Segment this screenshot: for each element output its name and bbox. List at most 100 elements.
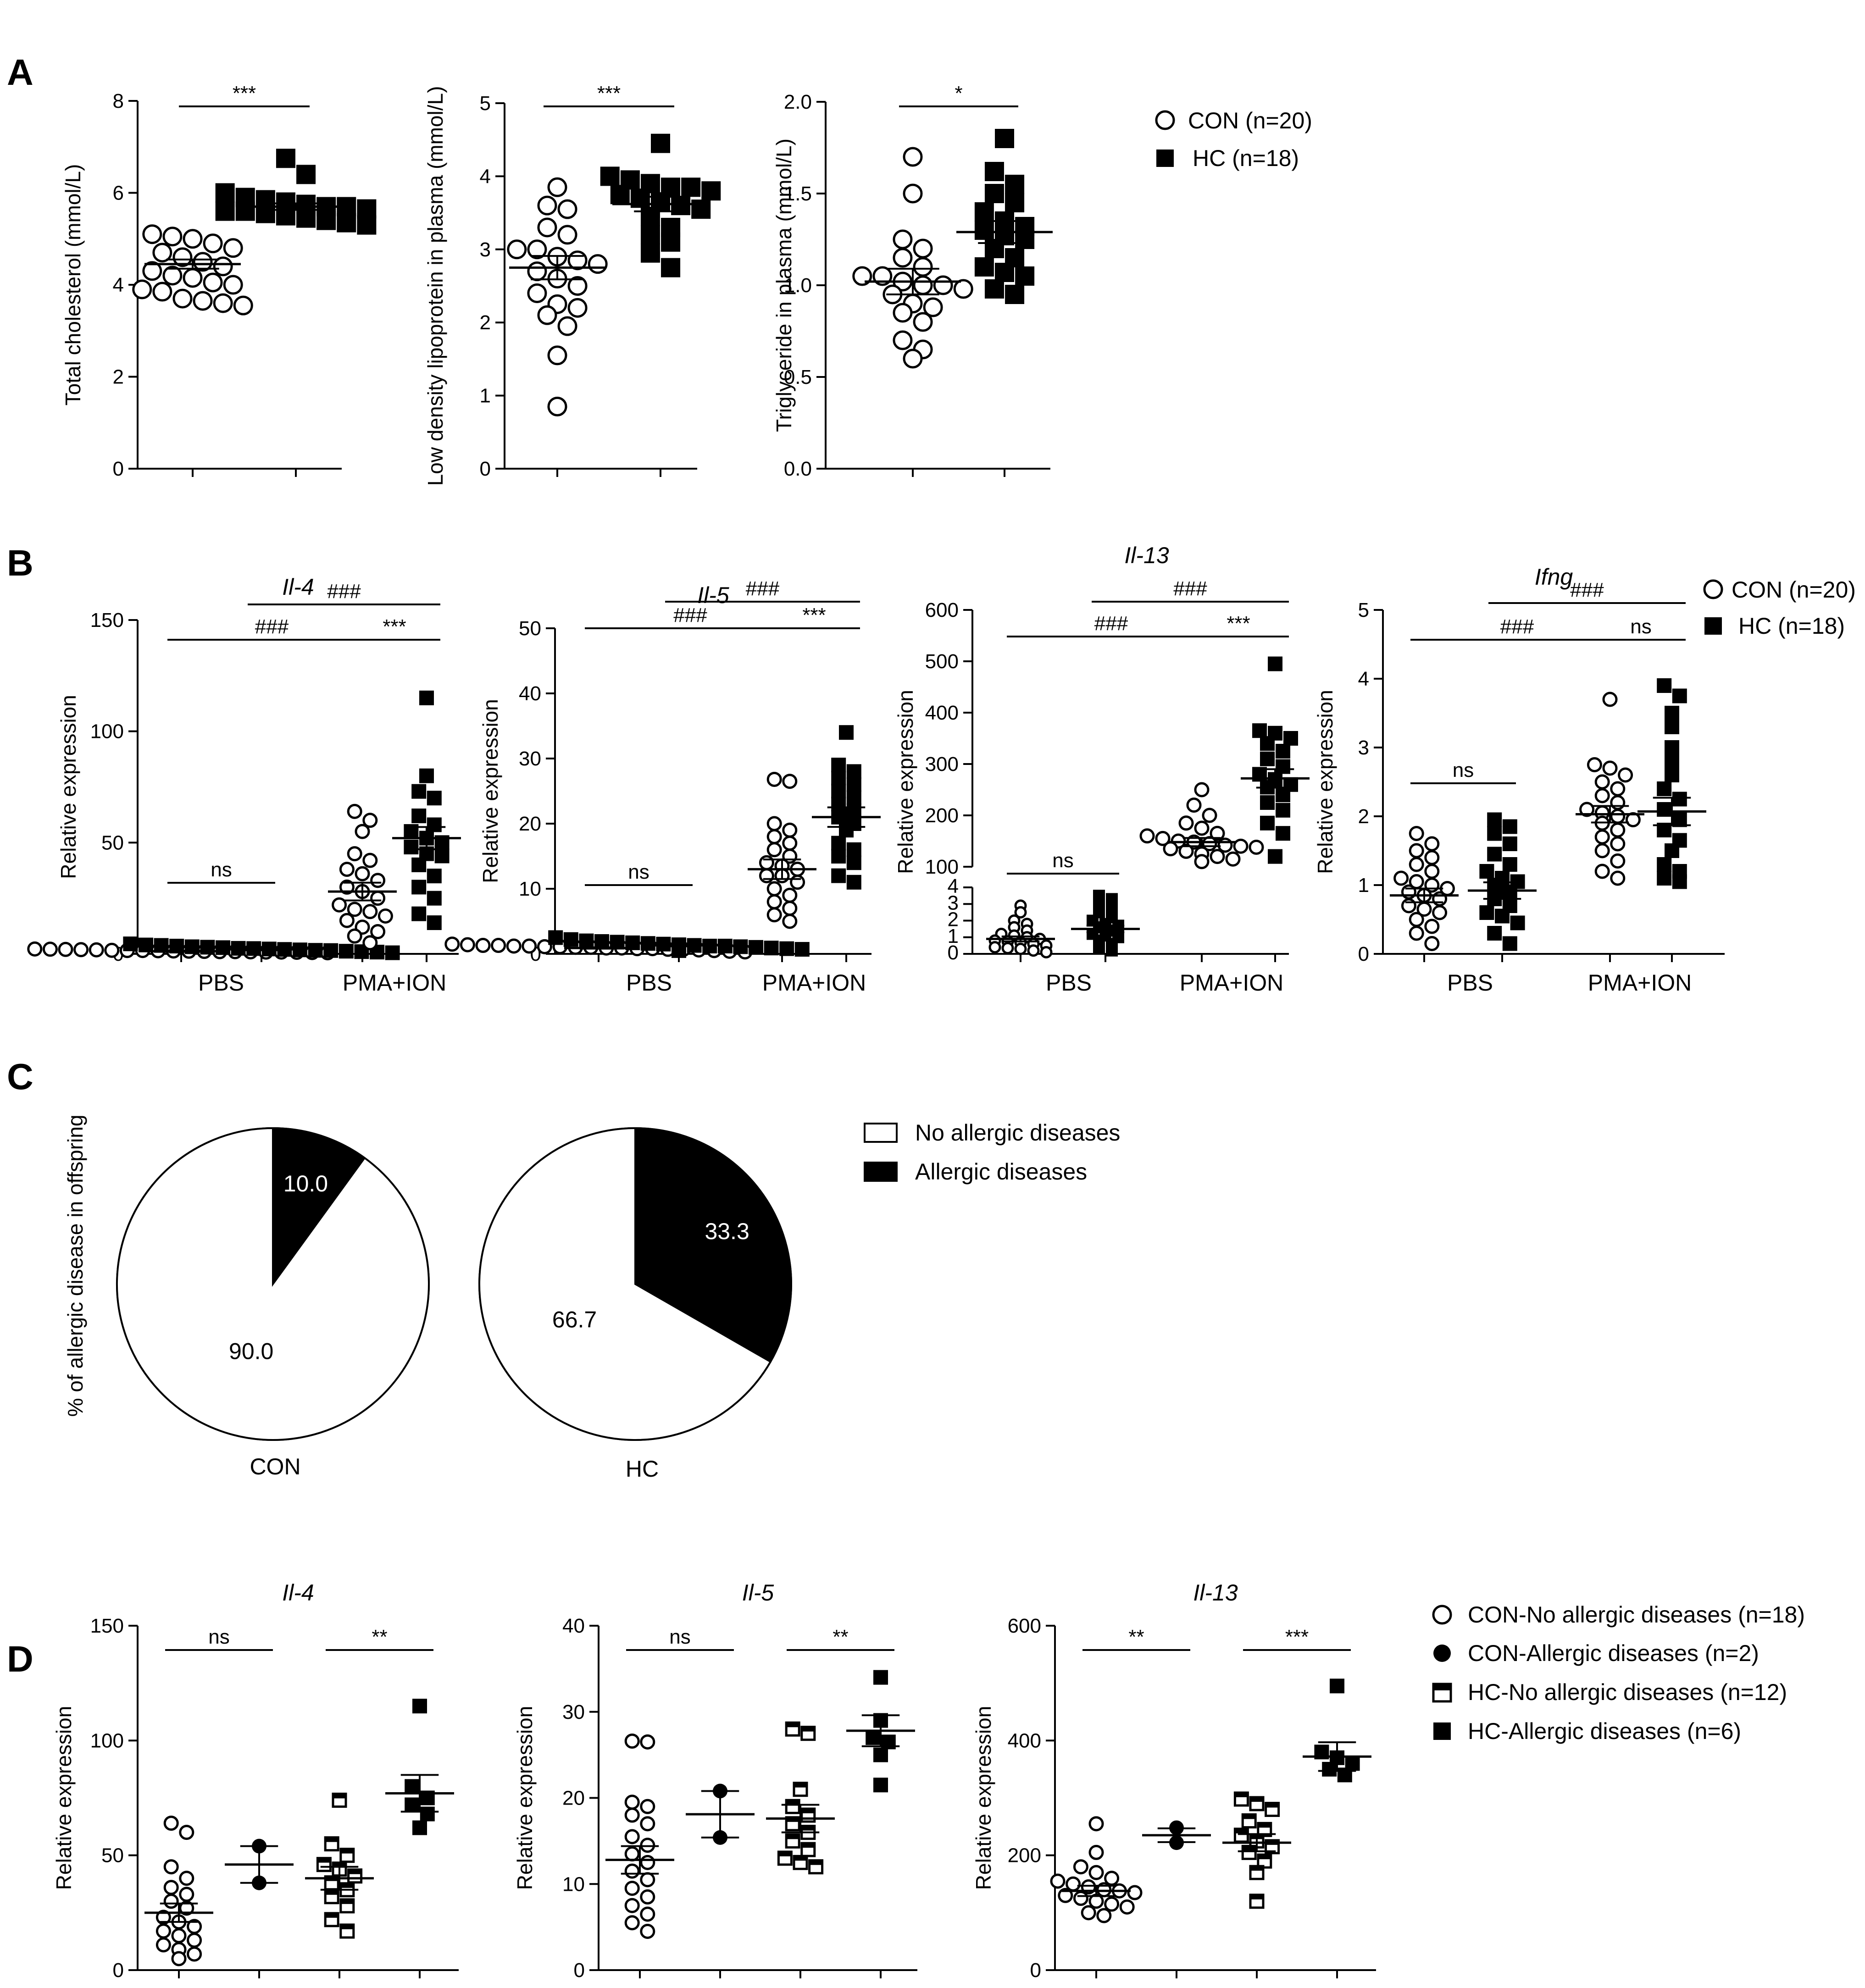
- b4-ytick-label-4: 4: [1358, 668, 1369, 690]
- panel-letter-c: C: [7, 1056, 33, 1097]
- d2-point-0-5: [640, 1816, 655, 1832]
- d3-point-3-0: [1330, 1678, 1344, 1694]
- b4-point-1-2: [1487, 826, 1502, 841]
- a1-group-0: [132, 224, 253, 316]
- d2-point-0-10: [624, 1863, 640, 1879]
- a3-point-0-10: [933, 275, 953, 295]
- d1-point-2-10: [324, 1912, 339, 1927]
- d1-point-2-5-top: [347, 1868, 362, 1874]
- a3-point-1-11: [984, 239, 1004, 258]
- b3-ytick-upper-label-4: 500: [925, 650, 959, 673]
- a2-point-1-16: [640, 243, 660, 263]
- b2-point-2-3: [782, 822, 798, 838]
- b1-comparison-1-label: ***: [383, 615, 406, 638]
- a2-group-0: [507, 177, 608, 417]
- a2-point-0-3: [537, 217, 557, 238]
- b2-group-1: [548, 930, 810, 958]
- a3-group-1: [956, 129, 1053, 304]
- a3-point-0-5: [913, 257, 933, 277]
- b4-point-1-15: [1510, 915, 1525, 930]
- b3-category-1: PMA+ION: [1180, 970, 1283, 996]
- b2-point-2-11: [759, 868, 774, 884]
- b2-point-3-8: [846, 803, 861, 818]
- b3-point-3-3: [1283, 731, 1298, 746]
- a3-point-0-16: [913, 312, 933, 332]
- b1-point-1-2: [154, 938, 169, 953]
- a1-point-0-19: [233, 295, 253, 316]
- a1-point-0-7: [193, 252, 213, 272]
- d1-point-0-14: [155, 1937, 171, 1953]
- d1-group-1: [225, 1838, 294, 1890]
- b3-group-0: [986, 899, 1055, 958]
- legend-c: No allergic diseases Allergic diseases: [864, 1120, 1120, 1185]
- b2-ylabel: Relative expression: [478, 699, 502, 883]
- d2-point-3-4: [873, 1747, 888, 1762]
- b4-point-2-14: [1594, 829, 1610, 845]
- a1-point-0-6: [172, 247, 193, 267]
- b4-point-2-7: [1610, 795, 1626, 810]
- a3-point-1-17: [1005, 285, 1025, 304]
- b1-point-2-2: [355, 824, 370, 839]
- b4-category-0: PBS: [1447, 970, 1493, 996]
- a1-point-0-13: [223, 275, 243, 295]
- b1-point-2-3: [347, 846, 362, 862]
- b4-point-3-8: [1672, 792, 1687, 807]
- b1-point-3-16: [411, 906, 427, 921]
- d2-point-0-2: [624, 1794, 640, 1810]
- d3-group-2: [1222, 1791, 1291, 1909]
- d2-point-2-0: [785, 1721, 800, 1737]
- b1-point-1-17: [385, 945, 400, 960]
- b2-point-1-6: [640, 936, 655, 951]
- pie-hc-label-0: 33.3: [705, 1218, 749, 1244]
- b4-ytick-label-1: 1: [1358, 874, 1369, 897]
- b2-point-2-18: [766, 907, 782, 923]
- b4-point-2-17: [1610, 853, 1626, 869]
- b3-point-2-17: [1210, 849, 1225, 864]
- b1-category-0: PBS: [198, 970, 244, 996]
- legend-a: CON (n=20) HC (n=18): [1155, 108, 1312, 171]
- b3-point-1-3: [1106, 901, 1118, 914]
- a2-point-0-10: [527, 261, 547, 282]
- d2-point-2-3-top: [785, 1799, 800, 1805]
- a1-group-1: [215, 149, 377, 235]
- d3-point-0-4: [1104, 1871, 1120, 1886]
- b2-point-2-1: [782, 774, 798, 789]
- a2-point-1-1: [600, 166, 620, 186]
- d2-point-2-7-top: [785, 1833, 800, 1839]
- legend-a-con-label: CON (n=20): [1188, 108, 1312, 133]
- d2-point-0-6: [624, 1829, 640, 1844]
- d2-point-3-5: [873, 1778, 888, 1793]
- b1-point-1-1: [139, 937, 153, 952]
- a1-point-0-4: [223, 238, 243, 258]
- b2-ytick-label-4: 40: [519, 682, 541, 705]
- pie-con-slice-1: [116, 1127, 430, 1441]
- a2-point-0-1: [537, 195, 557, 216]
- pie-con-label-1: 90.0: [229, 1339, 273, 1364]
- b4-point-1-17: [1502, 936, 1517, 951]
- b3-point-2-3: [1178, 815, 1194, 831]
- d3-point-2-5: [1233, 1827, 1249, 1843]
- d3-point-2-0: [1233, 1791, 1249, 1807]
- a1-point-1-15: [316, 210, 336, 230]
- b2-comparison-0-label: ns: [628, 861, 649, 883]
- b1-ylabel: Relative expression: [56, 695, 80, 879]
- d2-point-0-15: [640, 1906, 655, 1922]
- b2-point-2-2: [766, 816, 782, 831]
- b3-point-3-16: [1276, 826, 1290, 841]
- b3-point-3-4: [1260, 736, 1275, 751]
- b4-point-3-7: [1657, 781, 1672, 796]
- b3-ytick-upper-label-1: 200: [925, 804, 959, 827]
- b1-point-0-5: [104, 942, 120, 958]
- panel-c-pies: % of allergic disease in offspring 10.0 9…: [63, 1115, 792, 1482]
- b2-point-0-3: [491, 938, 506, 953]
- a2-ytick-label-4: 4: [480, 165, 491, 188]
- b2-point-3-1: [831, 758, 846, 773]
- b1-point-2-11: [332, 897, 347, 913]
- b4-point-1-10: [1502, 885, 1517, 899]
- a2-point-0-8: [567, 250, 588, 271]
- b1-point-2-6: [355, 866, 370, 881]
- b2-point-0-5: [522, 938, 537, 954]
- a3-point-1-1: [984, 162, 1004, 181]
- legend-b-hc-marker: [1704, 617, 1722, 635]
- d1-point-3-0: [412, 1699, 427, 1714]
